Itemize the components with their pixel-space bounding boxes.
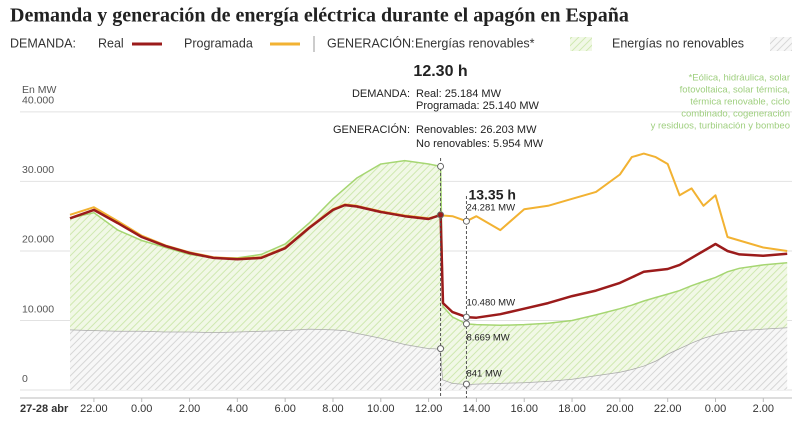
x-tick-label: 8.00 — [322, 403, 343, 415]
value-label: 8.669 MW — [466, 332, 509, 343]
legend-label: Energías no renovables — [612, 36, 744, 50]
x-tick-label: 6.00 — [274, 403, 295, 415]
point — [437, 162, 445, 170]
area — [70, 160, 788, 385]
note: *Eólica, hidráulica, solar — [689, 73, 790, 84]
y-tick-label: 20.000 — [22, 234, 54, 246]
y-tick-label: 40.000 — [22, 95, 54, 107]
legend-group: GENERACIÓN: — [327, 35, 415, 50]
x-tick-label: 0.00 — [705, 403, 726, 415]
legend: DEMANDA: Real Programada GENERACIÓN: Energía… — [10, 35, 792, 52]
tooltip-key: DEMANDA: — [352, 88, 410, 100]
x-tick-label: 18.00 — [558, 403, 586, 415]
x-tick-label: 10.00 — [367, 403, 395, 415]
x-tick-label: 0.00 — [131, 403, 152, 415]
legend-swatch — [570, 37, 592, 51]
tooltip-key: GENERACIÓN: — [333, 123, 410, 136]
x-tick-label: 2.00 — [753, 403, 774, 415]
x-tick-label: 2.00 — [179, 403, 200, 415]
x-tick-label: 22.00 — [80, 403, 108, 415]
point — [462, 313, 470, 321]
y-tick-label: 0 — [22, 373, 28, 385]
point — [462, 380, 470, 388]
value-label: 24.281 MW — [466, 203, 515, 214]
tooltip-value: Programada: 25.140 MW — [416, 100, 540, 112]
x-tick-label: 14.00 — [463, 403, 491, 415]
y-tick-label: 30.000 — [22, 164, 54, 176]
note: y residuos, turbinación y bombeo — [651, 121, 790, 132]
point — [437, 211, 445, 219]
y-tick-label: 10.000 — [22, 303, 54, 315]
x-tick-label: 4.00 — [227, 403, 248, 415]
chart-title: Demanda y generación de energía eléctric… — [10, 5, 629, 27]
legend-label: Energías renovables* — [415, 36, 535, 50]
x-tick-label: 20.00 — [606, 403, 634, 415]
highlight-title: 13.35 h — [468, 187, 515, 203]
plot-area: En MW 0 10.000 20.000 30.000 40.000 27-28 abr 2… — [20, 63, 792, 415]
legend-label: Programada — [184, 36, 253, 50]
tooltip-value: Renovables: 26.203 MW — [416, 124, 537, 136]
point — [462, 217, 470, 225]
x-tick-label: 22.00 — [654, 403, 682, 415]
x-tick-label: 16.00 — [510, 403, 538, 415]
note: térmica renovable, ciclo — [690, 97, 790, 108]
tooltip-value: No renovables: 5.954 MW — [416, 138, 544, 150]
value-label: 10.480 MW — [466, 298, 515, 309]
point — [462, 320, 470, 328]
note: combinado, cogeneración — [681, 109, 790, 120]
line — [69, 203, 788, 319]
y-axis-label: En MW — [22, 84, 57, 96]
legend-label: Real — [98, 36, 124, 50]
tooltip-value: Real: 25.184 MW — [416, 88, 502, 100]
note: fotovoltaica, solar térmica, — [680, 85, 790, 96]
legend-swatch — [770, 37, 792, 51]
x-tick-label: 12.00 — [415, 403, 443, 415]
value-label: 841 MW — [466, 369, 501, 380]
point — [437, 345, 445, 353]
x-start-label: 27-28 abr — [20, 403, 69, 415]
highlight-title: 12.30 h — [413, 63, 467, 80]
legend-group: DEMANDA: — [10, 36, 76, 50]
